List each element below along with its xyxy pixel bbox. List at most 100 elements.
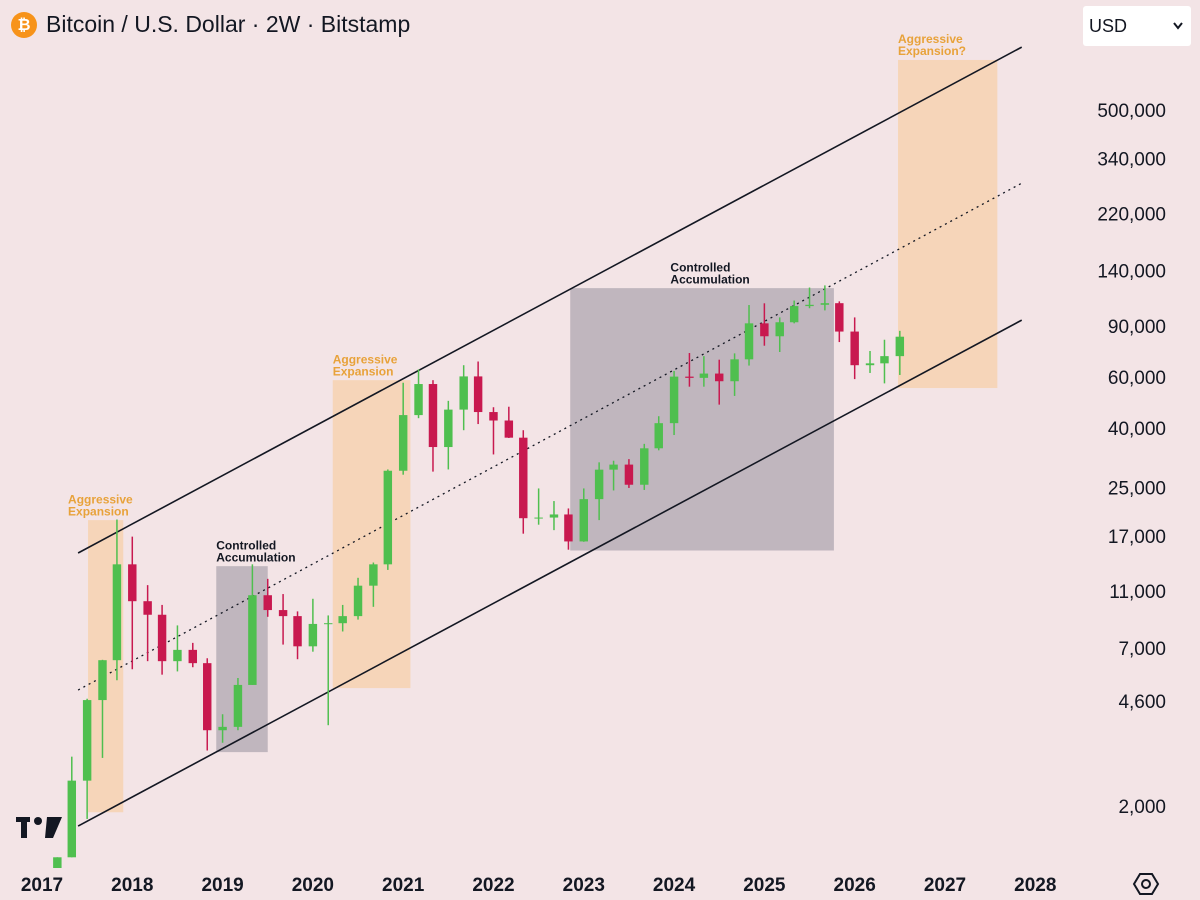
settings-icon[interactable] [1132, 873, 1160, 895]
svg-text:₿: ₿ [17, 16, 30, 34]
candle-body [263, 595, 272, 611]
candle-body [82, 700, 92, 781]
candle-body [564, 514, 573, 542]
y-tick-label: 500,000 [1097, 101, 1166, 122]
chart-title: Bitcoin / U.S. Dollar · 2W · Bitstamp [46, 11, 410, 37]
candle-body [293, 616, 302, 647]
candle-body [820, 303, 830, 305]
zone-label: Aggressive [68, 492, 133, 506]
candle-body [444, 409, 453, 448]
candle-body [67, 780, 77, 858]
x-tick-label: 2023 [563, 875, 605, 896]
candle-body [489, 412, 498, 421]
zone [898, 59, 998, 389]
candle-body [143, 601, 152, 615]
zone-label: Expansion [68, 504, 129, 518]
x-tick-label: 2020 [292, 875, 334, 896]
symbol-icon: ₿ [11, 12, 37, 38]
candle-body [324, 623, 333, 625]
tradingview-logo [16, 817, 62, 838]
plot-area [53, 46, 1023, 868]
candle-body [715, 373, 724, 382]
candle-body [128, 564, 137, 602]
candle-body [789, 306, 799, 323]
candle-body [188, 649, 198, 664]
candle-body [157, 614, 167, 662]
candle-body [685, 376, 694, 378]
candle-body [218, 726, 227, 731]
candle-body [369, 564, 378, 586]
x-tick-label: 2025 [743, 875, 786, 896]
candle-body [203, 663, 212, 731]
channel-line [77, 46, 1023, 554]
zone-label: Controlled [670, 260, 730, 274]
x-tick-label: 2024 [653, 875, 696, 896]
y-tick-label: 340,000 [1097, 150, 1166, 171]
candle-body [308, 623, 318, 647]
zone-label: Accumulation [216, 550, 295, 564]
candle-body [459, 376, 468, 410]
currency-dropdown[interactable]: USD [1083, 6, 1191, 46]
candle-body [338, 616, 347, 624]
candle-body [353, 585, 363, 617]
candle-body [549, 514, 559, 518]
candle-body [278, 610, 288, 617]
channel-line [77, 182, 1023, 691]
candle-body [519, 437, 528, 519]
candle-body [624, 464, 634, 485]
x-tick-label: 2018 [111, 875, 153, 896]
candle-body [594, 469, 604, 500]
y-tick-label: 40,000 [1108, 419, 1166, 440]
candle-body [609, 464, 618, 470]
y-tick-label: 17,000 [1108, 527, 1166, 548]
candle-body [895, 336, 905, 357]
candle-body [654, 423, 663, 449]
zone [332, 380, 411, 689]
candle-body [669, 376, 679, 424]
zone [570, 288, 834, 551]
candle-body [850, 331, 859, 366]
x-tick-label: 2026 [834, 875, 876, 896]
y-tick-label: 2,000 [1118, 797, 1166, 818]
candle-body [744, 323, 754, 360]
candle-body [112, 564, 122, 661]
channel-line [77, 319, 1023, 827]
candle-body [98, 660, 107, 701]
currency-label: USD [1089, 16, 1128, 36]
y-tick-label: 140,000 [1097, 261, 1166, 282]
y-tick-label: 60,000 [1108, 368, 1166, 389]
candle-body [473, 376, 483, 413]
y-tick-label: 90,000 [1108, 317, 1166, 338]
y-tick-label: 11,000 [1109, 582, 1166, 603]
candle-body [173, 649, 182, 662]
candle-body [730, 359, 739, 382]
candle-body [699, 373, 709, 378]
x-tick-label: 2028 [1014, 875, 1056, 896]
zone-label: Aggressive [333, 352, 398, 366]
candle-body [835, 303, 844, 332]
candle-body [534, 517, 543, 519]
dropdown-arrow [1173, 22, 1183, 30]
candle-body [805, 304, 814, 307]
zone-label: Expansion? [898, 44, 966, 58]
candle-body [760, 323, 769, 337]
y-tick-label: 25,000 [1108, 478, 1166, 499]
candle-body [775, 322, 784, 337]
x-tick-label: 2021 [382, 875, 425, 896]
x-tick-label: 2027 [924, 875, 966, 896]
x-tick-label: 2022 [472, 875, 514, 896]
candle-body [579, 499, 588, 542]
candle-body [428, 384, 438, 448]
candle-body [233, 684, 243, 727]
candle-body [248, 595, 257, 685]
candle-body [414, 384, 423, 416]
candle-body [53, 857, 62, 868]
y-tick-label: 220,000 [1097, 204, 1166, 225]
candle-body [865, 363, 875, 366]
candle-body [880, 356, 889, 364]
candle-body [383, 470, 393, 565]
y-tick-label: 7,000 [1118, 639, 1166, 660]
zone-label: Aggressive [898, 32, 963, 46]
